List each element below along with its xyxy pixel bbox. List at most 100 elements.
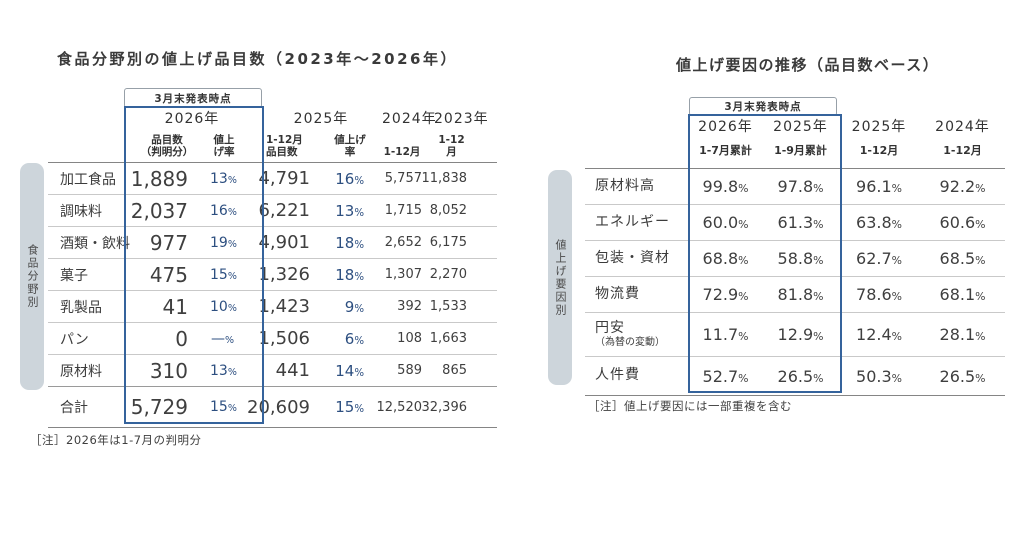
- left-side-label-bar: 食品分野別: [20, 163, 44, 390]
- row-label-main: エネルギー: [595, 213, 670, 230]
- table-cell: 50.3%: [856, 366, 902, 386]
- table-cell: 15%: [335, 398, 364, 416]
- left-table-header: 2026年 2025年 2024年 2023年 品目数 （判明分） 値上げ率 1-12月 品…: [48, 106, 497, 162]
- table-cell: 4,791: [258, 168, 310, 189]
- table-cell: 1,506: [258, 328, 310, 349]
- table-row: 物流費 72.9% 81.8% 78.6% 68.1%: [585, 276, 1005, 312]
- row-label: パン: [60, 331, 89, 348]
- column-subheader: 1-12月: [383, 146, 421, 159]
- table-row: 調味料 2,037 16% 6,221 13% 1,715 8,052: [48, 194, 497, 226]
- table-row: 乳製品 41 10% 1,423 9% 392 1,533: [48, 290, 497, 322]
- table-cell: 589: [397, 363, 422, 378]
- table-cell: 11,838: [421, 171, 468, 186]
- table-row: 加工食品 1,889 13% 4,791 16% 5,757 11,838: [48, 163, 497, 194]
- column-subheader: 値上げ率: [334, 133, 366, 159]
- table-row: 原材料 310 13% 441 14% 589 865: [48, 354, 497, 386]
- table-cell: 1,533: [429, 299, 467, 314]
- row-label: 原材料高: [585, 178, 688, 196]
- table-cell: 13%: [210, 170, 237, 187]
- table-cell: 58.8%: [777, 249, 824, 268]
- right-side-label-bar: 値上げ要因別: [548, 170, 572, 385]
- table-cell: 18%: [335, 265, 364, 284]
- left-announce-badge: 3月末発表時点: [124, 88, 262, 108]
- table-cell: 441: [275, 360, 310, 381]
- table-cell: 1,715: [384, 203, 422, 218]
- total-row-label: 合計: [60, 400, 88, 416]
- header-period: 1-9月累計: [774, 144, 827, 157]
- table-cell: —%: [210, 330, 234, 347]
- table-cell: 310: [149, 358, 188, 383]
- table-cell: 13%: [210, 362, 237, 379]
- left-table: 2026年 2025年 2024年 2023年 品目数 （判明分） 値上げ率 1-12月 品…: [48, 106, 497, 428]
- row-label-main: 物流費: [595, 285, 640, 302]
- table-cell: 1,423: [258, 296, 310, 317]
- right-header-years-row: 2026年 2025年 2025年 2024年: [585, 114, 1005, 138]
- column-subheader: 1-12月: [438, 133, 465, 159]
- table-cell: 18%: [335, 233, 364, 252]
- header-year: 2025年: [773, 119, 828, 135]
- header-2025: 2025年: [293, 111, 349, 127]
- table-cell: 12.4%: [856, 325, 902, 344]
- table-row: 円安 （為替の変動） 11.7% 12.9% 12.4% 28.1%: [585, 312, 1005, 356]
- table-cell: 81.8%: [777, 285, 824, 304]
- table-cell: 10%: [210, 298, 237, 315]
- column-subheader: 値上げ率: [213, 133, 235, 159]
- table-cell: 52.7%: [702, 366, 749, 386]
- table-cell: 60.0%: [702, 213, 749, 232]
- table-cell: 15%: [210, 399, 237, 415]
- table-cell: 14%: [335, 361, 364, 380]
- table-cell: 41: [162, 294, 188, 319]
- table-cell: 19%: [210, 234, 237, 251]
- table-cell: 392: [397, 299, 422, 314]
- header-year: 2025年: [851, 119, 907, 135]
- table-cell: 68.8%: [702, 249, 749, 268]
- table-cell: 6,221: [258, 200, 310, 221]
- table-cell: 6%: [344, 329, 364, 348]
- table-cell: 63.8%: [856, 213, 902, 232]
- row-label: 酒類・飲料: [60, 235, 130, 252]
- header-year: 2024年: [935, 119, 990, 135]
- table-cell: 108: [397, 331, 422, 346]
- row-label: 調味料: [60, 203, 102, 220]
- table-cell: 16%: [335, 169, 364, 188]
- table-cell: 2,652: [384, 235, 422, 250]
- table-cell: 12,520: [376, 399, 423, 415]
- table-cell: 20,609: [247, 396, 310, 418]
- header-period: 1-7月累計: [699, 144, 752, 157]
- row-label: 加工食品: [60, 171, 116, 188]
- header-2024: 2024年: [382, 111, 437, 127]
- row-label-sub: （為替の変動）: [595, 337, 665, 349]
- row-label: 人件費: [585, 367, 688, 385]
- total-row: 合計 5,729 15% 20,609 15% 12,520 32,396: [48, 386, 497, 427]
- table-cell: 32,396: [421, 399, 468, 415]
- table-cell: 8,052: [429, 203, 467, 218]
- table-cell: 26.5%: [777, 366, 824, 386]
- right-table: 2026年 2025年 2025年 2024年 1-7月累計 1-9月累計 1-12月 1-1…: [585, 114, 1005, 396]
- table-cell: 92.2%: [939, 177, 986, 196]
- column-subheader: 1-12月 品目数: [266, 133, 303, 159]
- table-cell: 62.7%: [856, 249, 902, 268]
- row-label-main: 円安: [595, 319, 625, 336]
- row-label: 菓子: [60, 267, 88, 284]
- table-cell: 977: [149, 230, 188, 255]
- table-row: エネルギー 60.0% 61.3% 63.8% 60.6%: [585, 204, 1005, 240]
- table-cell: 1,889: [130, 166, 188, 191]
- table-cell: 99.8%: [702, 177, 749, 196]
- right-table-header: 2026年 2025年 2025年 2024年 1-7月累計 1-9月累計 1-12月 1-1…: [585, 114, 1005, 168]
- table-cell: 78.6%: [856, 285, 902, 304]
- table-cell: 1,307: [384, 267, 422, 282]
- header-year: 2026年: [698, 119, 753, 135]
- table-row: 菓子 475 15% 1,326 18% 1,307 2,270: [48, 258, 497, 290]
- header-2023: 2023年: [434, 111, 489, 127]
- table-cell: 15%: [210, 266, 237, 283]
- row-label-main: 原材料高: [595, 177, 655, 194]
- row-label: 包装・資材: [585, 250, 688, 268]
- column-subheader: 品目数 （判明分）: [140, 133, 194, 159]
- right-table-body: 原材料高 99.8% 97.8% 96.1% 92.2% エネルギー 60.0% 61.3% 6…: [585, 168, 1005, 396]
- table-cell: 68.5%: [939, 249, 986, 268]
- left-header-subs-row: 品目数 （判明分） 値上げ率 1-12月 品目数 値上げ率 1-12月 1-12月: [48, 130, 497, 162]
- table-cell: 1,326: [258, 264, 310, 285]
- table-cell: 60.6%: [939, 213, 986, 232]
- table-cell: 865: [442, 363, 467, 378]
- left-note-text: ［注］2026年は1-7月の判明分: [30, 433, 202, 447]
